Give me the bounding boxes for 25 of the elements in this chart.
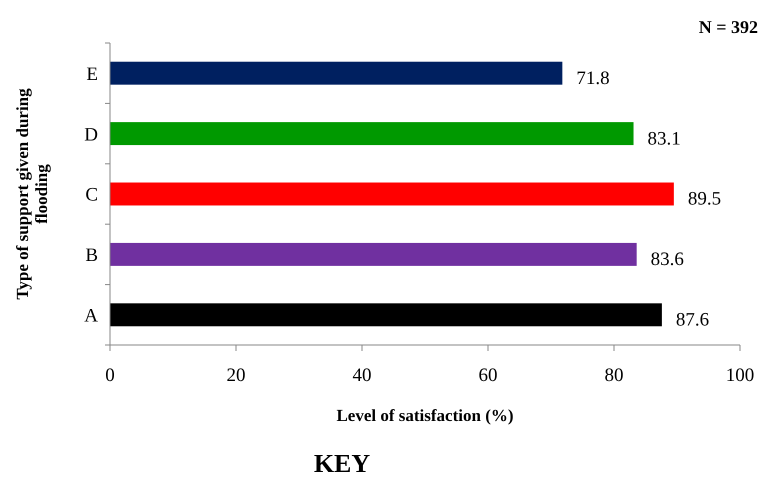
x-axis-title: Level of satisfaction (%) [336, 406, 514, 425]
x-tick-label: 40 [352, 365, 372, 386]
y-axis-title: Type of support given during flooding [13, 88, 51, 300]
text: N = 392 [698, 17, 758, 37]
y-tick-label: D [84, 124, 98, 146]
bar [110, 122, 634, 146]
x-tick-label: 100 [726, 365, 754, 386]
data-label: 89.5 [688, 188, 722, 210]
bar [110, 182, 674, 206]
x-tick-label: 80 [604, 365, 624, 386]
y-tick-label: E [86, 64, 98, 85]
x-tick-label: 0 [105, 365, 115, 386]
data-label: 71.8 [576, 68, 610, 89]
data-label: 83.1 [648, 128, 681, 150]
x-tick-label: 60 [478, 365, 498, 386]
data-label: 87.6 [676, 309, 710, 330]
text: KEY [314, 449, 370, 477]
x-tick-label: 20 [226, 365, 246, 386]
data-label: 83.6 [650, 249, 684, 270]
bar [110, 242, 637, 266]
bar [110, 62, 562, 85]
y-tick-label: B [85, 245, 98, 266]
bar [110, 303, 662, 326]
y-tick-label: C [85, 184, 98, 206]
y-tick-label: A [84, 305, 98, 326]
